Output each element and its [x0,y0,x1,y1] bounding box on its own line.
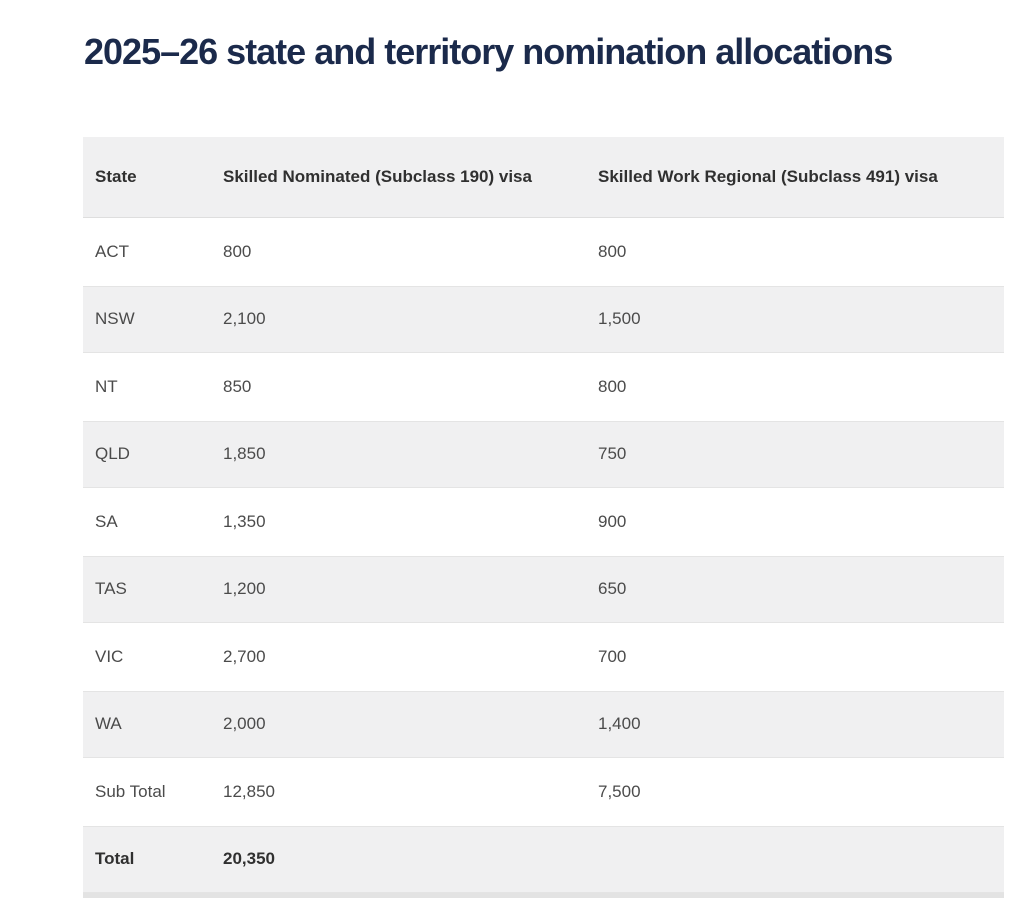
state-cell: NT [95,376,118,396]
state-cell: Total [95,849,135,869]
subclass-190-value-cell: 12,850 [223,781,275,801]
subclass-491-value-cell: 1,500 [598,309,641,329]
state-cell: TAS [95,579,127,599]
subclass-190-value-cell: 2,000 [223,714,266,734]
state-cell: QLD [95,444,130,464]
subclass-190-value-cell: 850 [223,376,252,396]
state-cell: WA [95,714,122,734]
table-row: NSW 2,100 1,500 [83,285,1004,353]
table-row: TAS 1,200 650 [83,555,1004,623]
table-row: QLD 1,850 750 [83,420,1004,488]
subclass-491-value-cell: 700 [598,646,627,666]
table-header-row: State Skilled Nominated (Subclass 190) v… [83,137,1004,218]
table-row: WA 2,000 1,400 [83,690,1004,758]
state-cell: VIC [95,646,124,666]
column-header-subclass-190: Skilled Nominated (Subclass 190) visa [223,167,532,186]
table-row: NT 850 800 [83,353,1004,421]
table-row: Total 20,350 [83,825,1004,893]
subclass-190-value-cell: 2,700 [223,646,266,666]
state-cell: SA [95,511,118,531]
table-body: ACT 800 800 NSW 2,100 1,500 NT 850 800 Q… [83,218,1004,893]
subclass-491-value-cell: 800 [598,376,627,396]
table-row: Sub Total 12,850 7,500 [83,758,1004,826]
subclass-491-value-cell: 1,400 [598,714,641,734]
column-header-state: State [95,167,137,186]
subclass-491-value-cell: 750 [598,444,627,464]
nomination-allocations-table: State Skilled Nominated (Subclass 190) v… [83,137,1004,898]
subclass-491-value-cell: 900 [598,511,627,531]
state-cell: Sub Total [95,781,166,801]
subclass-190-value-cell: 1,200 [223,579,266,599]
subclass-190-value-cell: 1,850 [223,444,266,464]
subclass-190-value-cell: 20,350 [223,849,275,869]
subclass-491-value-cell: 800 [598,241,627,261]
subclass-190-value-cell: 800 [223,241,252,261]
subclass-190-value-cell: 1,350 [223,511,266,531]
subclass-190-value-cell: 2,100 [223,309,266,329]
table-row: ACT 800 800 [83,218,1004,286]
column-header-subclass-491: Skilled Work Regional (Subclass 491) vis… [598,167,938,186]
table-bottom-edge [83,893,1004,898]
table-row: VIC 2,700 700 [83,623,1004,691]
subclass-491-value-cell: 7,500 [598,781,641,801]
table-row: SA 1,350 900 [83,488,1004,556]
state-cell: NSW [95,309,135,329]
page-title: 2025–26 state and territory nomination a… [84,31,893,72]
state-cell: ACT [95,241,129,261]
subclass-491-value-cell: 650 [598,579,627,599]
